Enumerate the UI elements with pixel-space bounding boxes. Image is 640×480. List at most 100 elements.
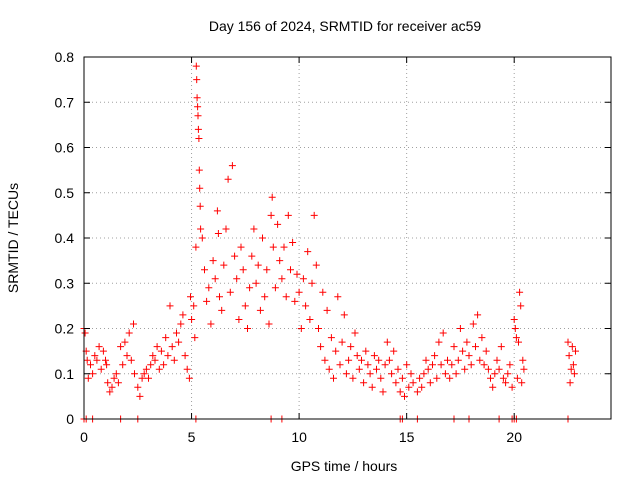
x-axis-label: GPS time / hours [291, 458, 398, 474]
data-point [459, 347, 467, 355]
data-point [364, 361, 372, 369]
data-point [293, 270, 301, 278]
data-point [444, 356, 451, 364]
data-point [83, 356, 91, 364]
data-point [89, 370, 97, 378]
data-point [241, 302, 249, 310]
data-point [342, 370, 350, 378]
data-point [207, 320, 215, 328]
data-point [502, 379, 510, 387]
data-point [325, 365, 333, 373]
data-point [188, 316, 196, 323]
data-point [131, 370, 138, 378]
data-point [142, 365, 150, 373]
grid-layer [84, 57, 611, 419]
y-tick-label: 0.4 [55, 230, 75, 246]
data-point [569, 361, 577, 369]
data-point [224, 175, 232, 183]
data-point [233, 275, 241, 283]
data-point [250, 225, 258, 233]
data-point [420, 370, 428, 378]
data-point [267, 211, 275, 219]
data-point [179, 311, 187, 319]
data-point [119, 361, 127, 369]
data-point [437, 361, 445, 369]
data-point [319, 288, 327, 296]
data-point [213, 207, 221, 215]
data-point [173, 329, 180, 337]
data-point [515, 338, 522, 346]
data-point [355, 365, 363, 373]
x-tick-label: 0 [80, 429, 88, 445]
data-point [323, 306, 331, 314]
data-point [209, 257, 217, 265]
data-point [127, 356, 135, 364]
data-point [205, 284, 213, 292]
data-point [401, 392, 408, 400]
data-point [218, 306, 226, 314]
data-point [433, 374, 441, 382]
data-point [390, 347, 398, 355]
data-point [426, 379, 434, 387]
data-point [510, 316, 518, 323]
data-point [237, 243, 245, 251]
data-point [164, 352, 172, 360]
data-point [351, 329, 359, 337]
data-point [183, 365, 191, 373]
data-point [302, 302, 310, 310]
data-point [424, 365, 432, 373]
data-point [454, 356, 462, 364]
data-point [246, 284, 254, 292]
data-point [226, 288, 234, 296]
data-point [497, 343, 505, 351]
data-point [193, 76, 201, 84]
data-point [198, 234, 206, 242]
data-point [95, 343, 103, 351]
data-point [520, 365, 528, 373]
y-tick-label: 0 [66, 411, 74, 427]
data-point [297, 325, 305, 332]
data-point [469, 320, 477, 328]
data-point [484, 365, 492, 373]
chart-title: Day 156 of 2024, SRMTID for receiver ac5… [209, 18, 482, 34]
data-point [252, 279, 260, 287]
data-point [211, 275, 219, 283]
data-point [190, 302, 198, 310]
data-point [567, 365, 575, 373]
data-point [392, 379, 400, 387]
data-point [448, 361, 456, 369]
data-point [134, 383, 142, 391]
data-point [446, 374, 454, 382]
data-point [517, 302, 525, 310]
data-point [256, 306, 264, 314]
data-point [308, 279, 316, 287]
data-point [123, 352, 131, 360]
data-point [192, 62, 200, 70]
data-point [321, 356, 329, 364]
data-point [194, 125, 202, 133]
data-point [518, 379, 526, 387]
data-point [450, 343, 458, 351]
data-point [151, 356, 159, 364]
data-point [110, 374, 118, 382]
data-point [360, 379, 368, 387]
data-point [239, 266, 247, 274]
data-point [403, 361, 411, 369]
data-point [287, 266, 294, 274]
data-point [278, 275, 286, 283]
data-point [289, 239, 297, 246]
data-point [508, 383, 516, 391]
data-point [362, 347, 370, 355]
data-point [353, 352, 361, 360]
data-point [112, 370, 120, 378]
data-point [170, 356, 178, 364]
data-point [138, 374, 146, 382]
data-point [418, 383, 426, 391]
data-point [327, 334, 335, 342]
data-point [121, 338, 129, 346]
data-point [147, 361, 155, 369]
y-tick-label: 0.6 [55, 140, 75, 156]
data-point [268, 193, 276, 201]
x-tick-label: 20 [506, 429, 522, 445]
